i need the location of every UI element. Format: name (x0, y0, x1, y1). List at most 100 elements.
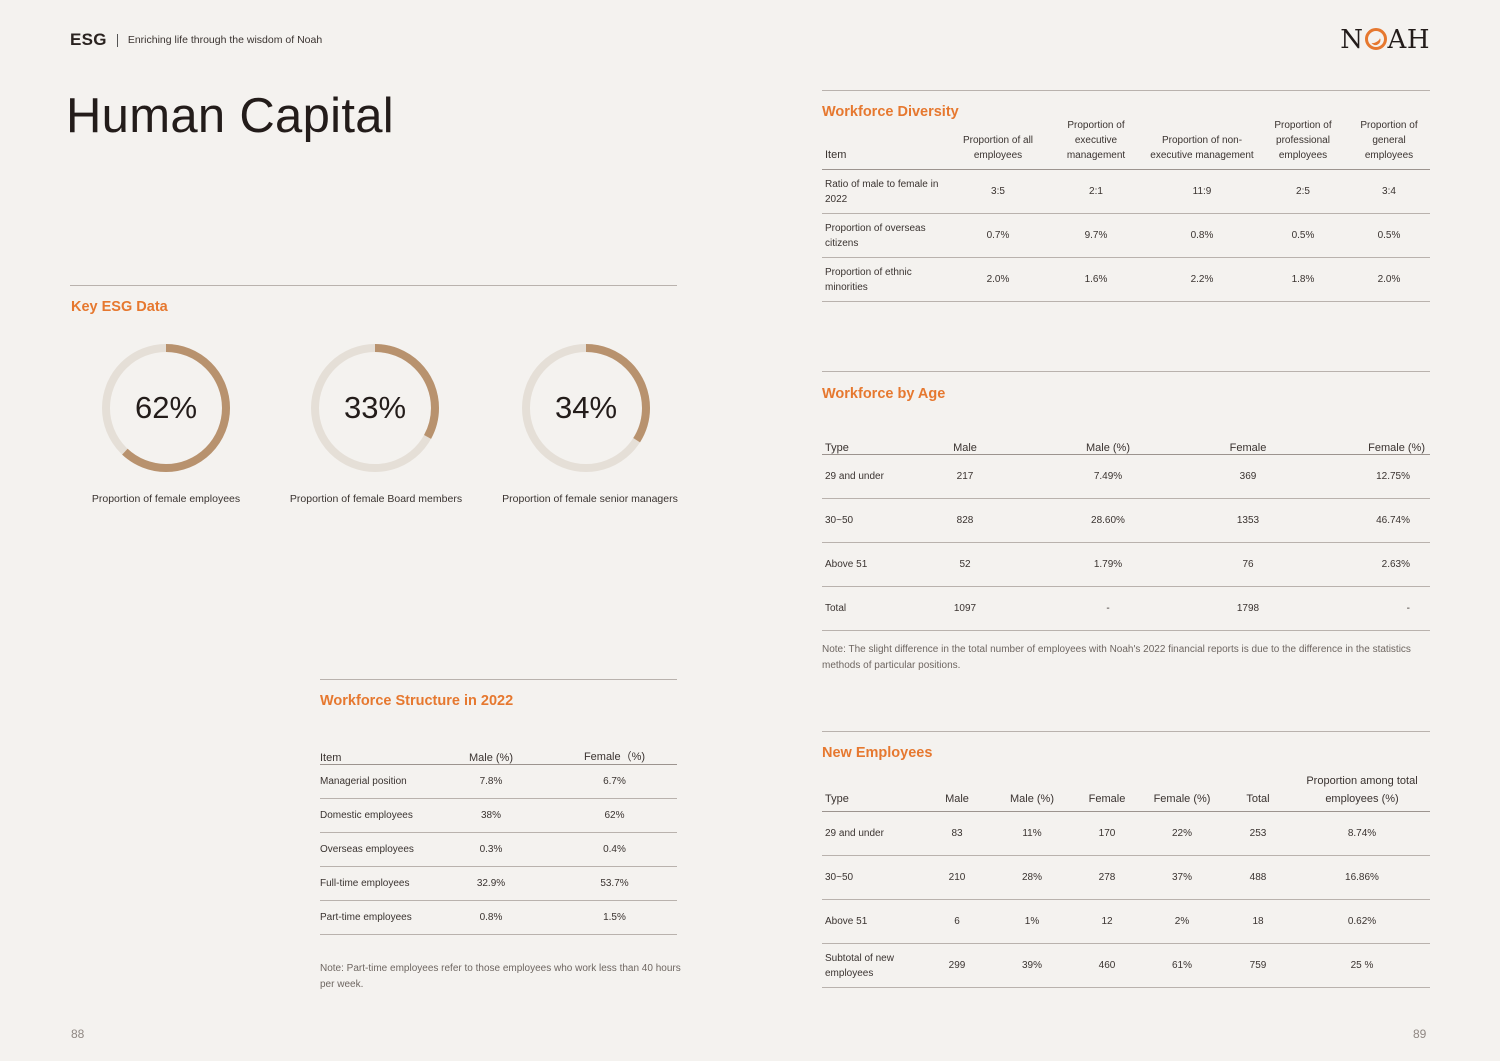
workforce-age-note: Note: The slight difference in the total… (822, 644, 1411, 671)
column-header: Female (1072, 772, 1142, 812)
table-cell: 7.8% (430, 764, 552, 799)
table-cell: 32.9% (430, 866, 552, 901)
table-cell: 6 (922, 899, 992, 944)
workforce-structure-table: Item Male (%) Female（%) Managerial posit… (320, 738, 677, 935)
table-header-row: Type Male Male (%) Female Female (%) Tot… (822, 772, 1430, 812)
new-employees-rule (822, 731, 1430, 732)
column-header: Proportion of non-executive management (1146, 118, 1258, 170)
row-label: Ratio of male to female in 2022 (822, 169, 950, 214)
donut-fill-arc (522, 344, 650, 472)
header-divider (116, 33, 118, 47)
workforce-diversity-table: Item Proportion of all employees Proport… (822, 118, 1430, 302)
column-header: Male (922, 428, 1008, 455)
row-label: Proportion of overseas citizens (822, 213, 950, 258)
table-cell: 2.0% (950, 257, 1046, 302)
table-cell: 0.7% (950, 213, 1046, 258)
table-cell: 460 (1072, 943, 1142, 988)
table-row: 30~50 828 28.60% 1353 46.74% (822, 498, 1430, 543)
workforce-age-table: Type Male Male (%) Female Female (%) 29 … (822, 428, 1430, 631)
table-cell: 11:9 (1146, 169, 1258, 214)
table-cell: 2% (1142, 899, 1222, 944)
donut-value: 62% (134, 390, 198, 425)
donut-label: Proportion of female senior managers (502, 493, 678, 505)
table-cell: 0.3% (430, 832, 552, 867)
table-cell: 12 (1072, 899, 1142, 944)
new-employees-title: New Employees (822, 745, 933, 761)
table-row: 30~50 210 28% 278 37% 488 16.86% (822, 855, 1430, 900)
row-label: 29 and under (822, 454, 922, 499)
table-cell: 53.7% (552, 866, 677, 901)
table-cell: 299 (922, 943, 992, 988)
table-cell: 6.7% (552, 764, 677, 799)
row-label: Proportion of ethnic minorities (822, 257, 950, 302)
donut-chart (522, 344, 650, 472)
table-cell: 22% (1142, 811, 1222, 856)
table-cell: 16.86% (1294, 855, 1430, 900)
table-row: Domestic employees 38% 62% (320, 798, 677, 833)
table-cell: 1.8% (1258, 257, 1348, 302)
table-cell: 488 (1222, 855, 1294, 900)
table-cell: 1.6% (1046, 257, 1146, 302)
table-cell: 25 % (1294, 943, 1430, 988)
donut-value: 34% (554, 390, 618, 425)
column-header: Female（%) (552, 738, 677, 765)
table-cell: 170 (1072, 811, 1142, 856)
table-cell: 369 (1208, 454, 1288, 499)
header-tagline: Enriching life through the wisdom of Noa… (127, 34, 323, 46)
workforce-age-rule (822, 371, 1430, 372)
table-cell: 39% (992, 943, 1072, 988)
column-header: Item (822, 118, 950, 170)
table-row: Part-time employees 0.8% 1.5% (320, 900, 677, 935)
logo-text-right: AH (1387, 25, 1430, 55)
donut-label: Proportion of female Board members (289, 493, 463, 505)
donut-fill-arc (102, 344, 230, 472)
column-header: Item (320, 738, 430, 765)
column-header: Total (1222, 772, 1294, 812)
table-header-row: Item Male (%) Female（%) (320, 738, 677, 765)
row-label: Managerial position (320, 764, 430, 799)
row-label: Part-time employees (320, 900, 430, 935)
table-cell: 0.8% (430, 900, 552, 935)
table-row: Above 51 52 1.79% 76 2.63% (822, 542, 1430, 587)
table-row: Above 51 6 1% 12 2% 18 0.62% (822, 899, 1430, 944)
table-cell: 12.75% (1288, 454, 1430, 499)
column-header: Male (922, 772, 992, 812)
logo-swirl-icon (1364, 28, 1387, 50)
row-label: 29 and under (822, 811, 922, 856)
esg-label: ESG (70, 30, 107, 49)
row-label: 30~50 (822, 855, 922, 900)
row-label: 30~50 (822, 498, 922, 543)
workforce-diversity-title: Workforce Diversity (822, 104, 959, 120)
column-header: Female (1208, 428, 1288, 455)
table-cell: 759 (1222, 943, 1294, 988)
donut-label: Proportion of female employees (91, 493, 241, 505)
column-header: Female (%) (1288, 428, 1430, 455)
table-cell: 2:5 (1258, 169, 1348, 214)
table-row: 29 and under 217 7.49% 369 12.75% (822, 454, 1430, 499)
key-esg-rule (70, 285, 677, 286)
row-label: Domestic employees (320, 798, 430, 833)
row-label: Total (822, 586, 922, 631)
column-header: Male (%) (992, 772, 1072, 812)
table-cell: 1097 (922, 586, 1008, 631)
table-cell: 52 (922, 542, 1008, 587)
table-cell: 7.49% (1008, 454, 1208, 499)
table-row: Ratio of male to female in 2022 3:5 2:1 … (822, 169, 1430, 214)
table-row: Full-time employees 32.9% 53.7% (320, 866, 677, 901)
donut-chart (102, 344, 230, 472)
row-label: Above 51 (822, 899, 922, 944)
key-esg-title: Key ESG Data (71, 299, 168, 315)
table-row: Total 1097 - 1798 - (822, 586, 1430, 631)
table-header-row: Item Proportion of all employees Proport… (822, 118, 1430, 170)
workforce-age-title: Workforce by Age (822, 386, 946, 402)
table-cell: 9.7% (1046, 213, 1146, 258)
table-cell: 2.0% (1348, 257, 1430, 302)
table-cell: 1353 (1208, 498, 1288, 543)
workforce-diversity-rule (822, 90, 1430, 91)
table-cell: 61% (1142, 943, 1222, 988)
table-row: Proportion of overseas citizens 0.7% 9.7… (822, 213, 1430, 258)
table-cell: - (1288, 586, 1430, 631)
noah-logo: N AH (1340, 25, 1430, 55)
table-cell: 37% (1142, 855, 1222, 900)
table-cell: 28.60% (1008, 498, 1208, 543)
